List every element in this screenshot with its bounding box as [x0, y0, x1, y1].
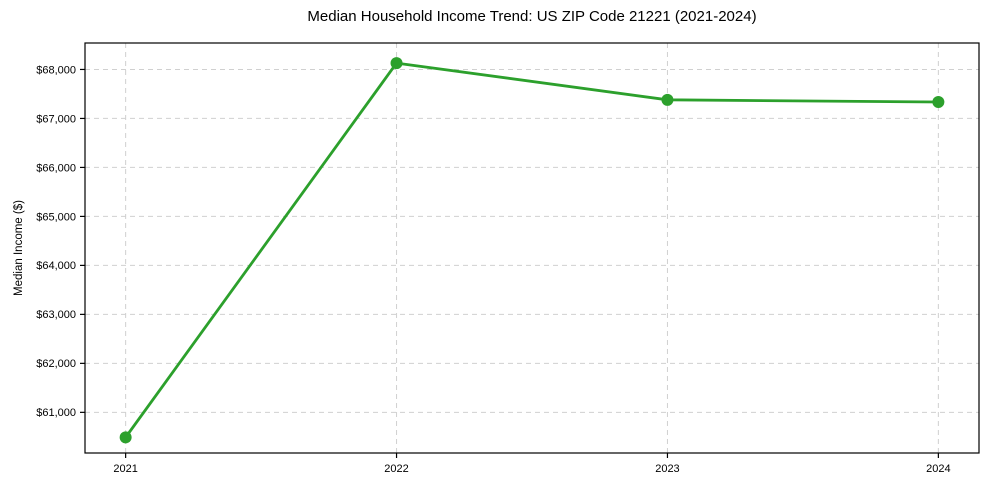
x-tick-label: 2022 [384, 463, 408, 475]
y-tick-label: $65,000 [36, 211, 76, 223]
trend-line [124, 61, 940, 439]
y-tick-label: $66,000 [36, 162, 76, 174]
plot-border [84, 42, 980, 454]
x-tick-label: 2021 [113, 463, 137, 475]
y-tick-label: $64,000 [36, 260, 76, 272]
y-tick-label: $62,000 [36, 358, 76, 370]
y-axis-title: Median Income ($) [13, 200, 25, 296]
data-point-2023 [661, 93, 674, 106]
x-tick-label: 2023 [655, 463, 679, 475]
data-point-2024 [932, 96, 945, 109]
data-point-2021 [119, 431, 132, 444]
y-tick-label: $68,000 [36, 64, 76, 76]
data-point-2022 [390, 57, 403, 70]
chart-title: Median Household Income Trend: US ZIP Co… [307, 8, 757, 25]
y-tick-label: $61,000 [36, 407, 76, 419]
x-tick-label: 2024 [926, 463, 950, 475]
y-tick-label: $63,000 [36, 309, 76, 321]
y-tick-label: $67,000 [36, 113, 76, 125]
